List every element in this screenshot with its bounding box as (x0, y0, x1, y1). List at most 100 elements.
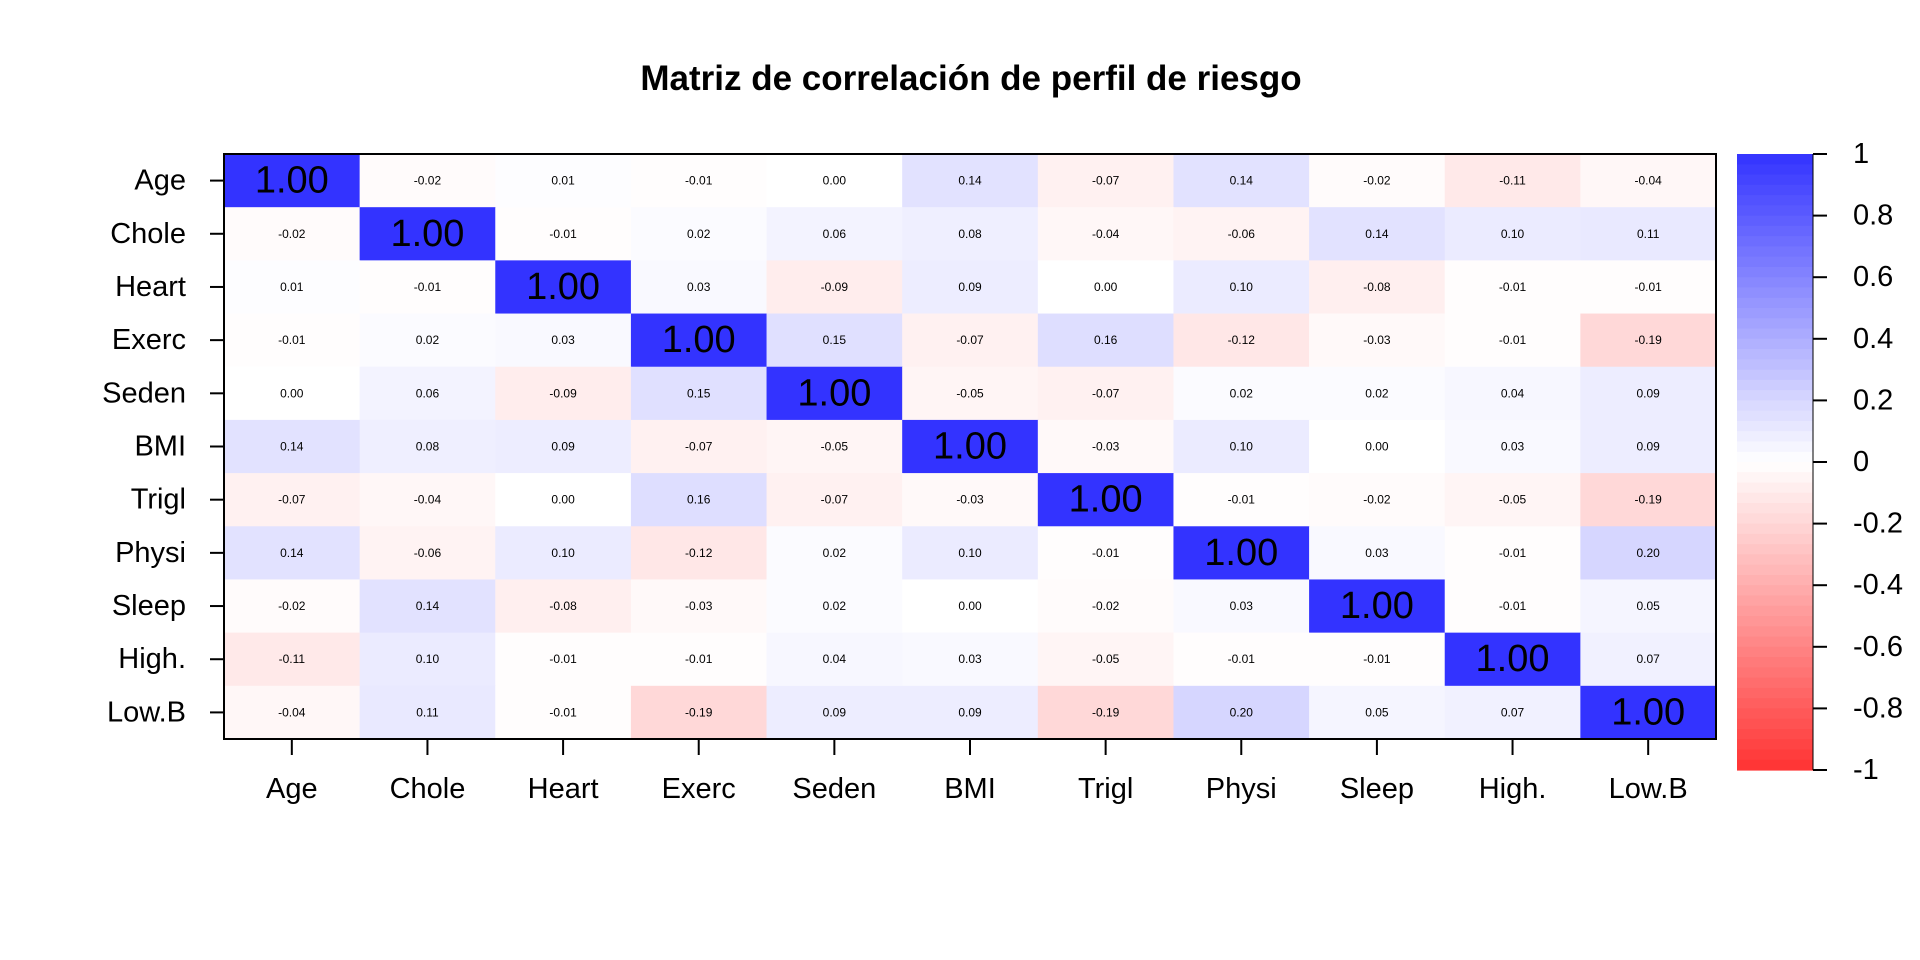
cell-value-label: 0.10 (1230, 280, 1254, 294)
cell-value-label: 0.09 (551, 440, 575, 454)
heatmap-cell (902, 526, 1039, 581)
heatmap-cell (1173, 632, 1310, 687)
cell-value-label: 0.09 (1637, 386, 1661, 400)
cell-value-label: 1.00 (1476, 638, 1550, 680)
cell-value-label: 0.02 (687, 227, 711, 241)
cell-value-label: 0.05 (1637, 599, 1661, 613)
color-scale-segment (1737, 462, 1813, 473)
cell-value-label: 0.11 (1637, 227, 1660, 241)
heatmap-cell (630, 579, 768, 634)
y-tick-label: Sleep (112, 590, 186, 622)
heatmap-cell (766, 313, 903, 368)
cell-value-label: 0.09 (958, 705, 982, 719)
y-tick-label: Chole (110, 218, 186, 250)
cell-value-label: -0.19 (1635, 493, 1663, 507)
cell-value-label: -0.19 (1092, 705, 1120, 719)
cell-value-label: 1.00 (1611, 691, 1685, 733)
heatmap-cell (1037, 579, 1175, 634)
heatmap-cell (766, 579, 903, 634)
color-scale-segment (1737, 708, 1813, 720)
cell-value-label: 1.00 (1204, 532, 1278, 574)
color-scale-segment (1737, 513, 1813, 525)
heatmap-cell (1580, 579, 1717, 634)
heatmap-cell (1309, 207, 1446, 261)
x-tick-label: Seden (792, 773, 876, 805)
cell-value-label: 0.03 (687, 280, 711, 294)
cell-value-label: -0.05 (821, 440, 849, 454)
heatmap-cell (902, 313, 1039, 368)
heatmap-cell (1580, 419, 1717, 474)
cell-value-label: 0.15 (687, 386, 711, 400)
color-scale-segment (1737, 718, 1813, 730)
heatmap-cell (495, 473, 632, 527)
heatmap-cell (1309, 313, 1446, 368)
cell-value-label: -0.08 (549, 599, 577, 613)
heatmap-cell (224, 313, 361, 368)
color-scale-segment (1737, 195, 1813, 206)
cell-value-label: 0.01 (280, 280, 304, 294)
cell-value-label: 0.11 (416, 705, 439, 719)
heatmap-cell (1037, 313, 1175, 368)
heatmap-cell (1444, 579, 1581, 634)
heatmap-cell (1580, 260, 1717, 315)
heatmap-cell (1580, 207, 1717, 261)
heatmap-cell (495, 366, 632, 421)
y-tick-label: Low.B (107, 696, 186, 728)
x-tick-label: Low.B (1609, 773, 1688, 805)
cell-value-label: -0.06 (1228, 227, 1256, 241)
color-scale-segment (1737, 349, 1813, 360)
cell-value-label: 0.04 (823, 652, 847, 666)
cell-value-label: -0.07 (278, 493, 306, 507)
cell-value-label: 0.09 (823, 705, 847, 719)
cell-value-label: -0.04 (1092, 227, 1120, 241)
heatmap-cell (359, 154, 496, 208)
heatmap-cell (224, 473, 361, 527)
cell-value-label: 0.08 (958, 227, 982, 241)
color-scale-label: -0.8 (1853, 692, 1903, 724)
cell-value-label: 0.07 (1501, 705, 1525, 719)
y-tick-label: Age (134, 165, 186, 197)
heatmap-cell (495, 313, 632, 368)
chart-title: Matriz de correlación de perfil de riesg… (640, 59, 1301, 98)
cell-value-label: 0.03 (1501, 440, 1525, 454)
x-tick-label: Physi (1206, 773, 1277, 805)
cell-value-label: -0.19 (685, 705, 713, 719)
heatmap-cell (630, 632, 768, 687)
cell-value-label: 0.00 (551, 493, 575, 507)
cell-value-label: 0.04 (1501, 386, 1525, 400)
cell-value-label: -0.03 (1363, 333, 1391, 347)
color-scale-segment (1737, 431, 1813, 443)
cell-value-label: 0.03 (958, 652, 982, 666)
cell-value-label: 0.00 (1094, 280, 1118, 294)
heatmap-cell (1580, 154, 1717, 208)
cell-value-label: -0.05 (1499, 493, 1527, 507)
heatmap-cell (359, 260, 496, 315)
color-scale-segment (1737, 482, 1813, 494)
cell-value-label: 0.02 (823, 546, 847, 560)
color-scale-segment (1737, 266, 1813, 278)
heatmap-cell (495, 154, 632, 208)
x-tick-label: Trigl (1078, 773, 1133, 805)
heatmap-cell (359, 685, 496, 740)
cell-value-label: 0.10 (551, 546, 575, 560)
heatmap-cell (766, 366, 903, 421)
cell-value-label: 1.00 (1340, 585, 1414, 627)
cell-value-label: 0.09 (958, 280, 982, 294)
cell-value-label: -0.04 (1635, 174, 1663, 188)
heatmap-cell (1444, 473, 1581, 527)
heatmap-cell (902, 419, 1039, 474)
color-scale-segment (1737, 554, 1813, 566)
cell-value-label: 0.10 (416, 652, 440, 666)
heatmap-cell (1444, 366, 1581, 421)
color-scale-label: -1 (1853, 754, 1879, 786)
heatmap-cell (359, 419, 496, 474)
heatmap-cell (630, 685, 768, 740)
color-scale-segment (1737, 369, 1813, 381)
color-scale-segment (1737, 533, 1813, 545)
heatmap-cell (1173, 313, 1310, 368)
cell-value-label: 0.16 (687, 493, 711, 507)
cell-value-label: 0.07 (1637, 652, 1661, 666)
heatmap-cell (902, 154, 1039, 208)
color-scale-segment (1737, 174, 1813, 186)
y-tick-label: Trigl (131, 484, 186, 516)
